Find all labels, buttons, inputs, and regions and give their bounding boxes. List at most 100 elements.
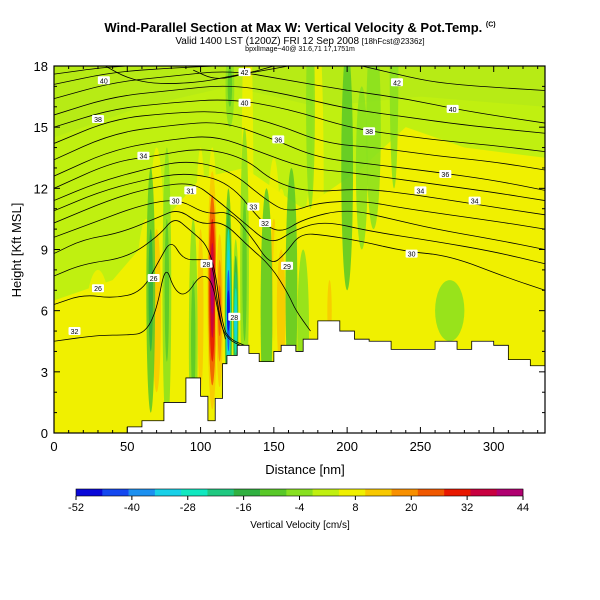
downdraft-cell	[234, 304, 238, 338]
downdraft-cell	[83, 269, 113, 433]
isentrope-line	[54, 111, 545, 171]
isentrope-line	[54, 173, 545, 250]
y-tick-label: 18	[34, 59, 48, 74]
isentrope-label-bg	[68, 327, 81, 336]
isentrope-label-bg	[169, 196, 182, 205]
isentrope-label-bg	[238, 68, 251, 77]
updraft-cell	[276, 249, 286, 372]
isentrope-label-bg	[247, 202, 260, 211]
colorbar-tick-label: 20	[405, 502, 417, 514]
isentrope-label: 32	[71, 329, 79, 336]
colorbar-swatch	[207, 489, 235, 496]
colorbar-swatch	[391, 489, 419, 496]
isentrope-label-bg	[200, 259, 213, 268]
colorbar-swatch	[76, 489, 103, 496]
y-tick-label: 3	[41, 365, 48, 380]
x-tick-label: 100	[190, 439, 212, 454]
colorbar-tick-label: 44	[517, 502, 529, 514]
colorbar-tick-label: -52	[68, 502, 84, 514]
isentrope-line	[54, 161, 545, 230]
isentrope-label-bg	[184, 186, 197, 195]
isentrope-label: 40	[449, 107, 457, 114]
isentrope-label-bg	[137, 151, 150, 160]
x-tick-label: 200	[336, 439, 358, 454]
updraft-cell	[311, 66, 324, 352]
isentrope-label: 34	[471, 199, 479, 206]
isentrope-label: 29	[283, 264, 291, 271]
isentrope-label: 34	[417, 188, 425, 195]
colorbar: -52 -40 -28 -16 -4 8 20 32 44	[68, 488, 529, 514]
chart-subtitle: Valid 1400 LST (1200Z) FRI 12 Sep 2008 […	[175, 36, 425, 47]
upper-layer	[54, 66, 545, 138]
downdraft-cell	[366, 66, 381, 230]
colorbar-swatch	[154, 489, 182, 496]
colorbar-swatch	[181, 489, 208, 496]
colorbar-swatch	[312, 489, 340, 496]
isentrope-label-bg	[228, 312, 241, 321]
updraft-cell	[197, 229, 204, 393]
y-tick-label: 6	[41, 304, 48, 319]
isentrope-label: 36	[441, 172, 449, 179]
isentrope-label: 30	[172, 199, 180, 206]
isentrope-label-bg	[238, 98, 251, 107]
isentrope-label: 40	[241, 101, 249, 108]
colorbar-tick-label: -40	[124, 502, 140, 514]
isentrope-line	[54, 99, 545, 153]
downdraft-cell	[226, 290, 230, 332]
x-tick-label: 250	[410, 439, 432, 454]
y-tick-label: 15	[34, 120, 48, 135]
isentrope-line	[54, 183, 545, 265]
colorbar-swatch	[417, 489, 445, 496]
isentrope-label: 42	[393, 80, 401, 87]
isentrope-line	[54, 271, 245, 348]
updraft-cell	[210, 266, 214, 315]
isentrope-label: 32	[261, 221, 269, 228]
colorbar-swatch	[338, 489, 366, 496]
downdraft-cell	[306, 66, 315, 209]
colorbar-swatch	[233, 489, 261, 496]
isentrope-label: 28	[230, 315, 238, 322]
isentrope-label-bg	[91, 284, 104, 293]
isentrope-label: 30	[408, 252, 416, 259]
isentrope-line	[54, 85, 545, 134]
isentrope-label: 26	[94, 286, 102, 293]
colorbar-swatch	[102, 489, 129, 496]
isentrope-label-bg	[405, 249, 418, 258]
downdraft-cell	[435, 280, 465, 342]
isentrope-label-bg	[390, 78, 403, 87]
x-tick-label: 50	[120, 439, 134, 454]
colorbar-swatch	[496, 489, 524, 496]
colorbar-swatch	[444, 489, 471, 496]
isentrope-line	[54, 220, 245, 346]
isentrope-line	[54, 71, 545, 124]
y-axis-label: Height [Kft MSL]	[9, 203, 24, 298]
isentrope-line	[54, 211, 311, 332]
downdraft-cell	[341, 66, 353, 291]
x-tick-label: 300	[483, 439, 505, 454]
colorbar-tick-label: 32	[461, 502, 473, 514]
colorbar-tick-label: -28	[180, 502, 196, 514]
downdraft-cell	[148, 229, 153, 352]
colorbar-label: Vertical Velocity [cm/s]	[250, 520, 350, 531]
isentrope-label: 34	[140, 154, 148, 161]
y-tick-label: 9	[41, 243, 48, 258]
isentrope-label: 33	[249, 205, 257, 212]
isentrope-label-bg	[363, 127, 376, 136]
isentrope-label-bg	[259, 218, 272, 227]
colorbar-tick-label: 8	[352, 502, 358, 514]
isentrope-label: 40	[100, 78, 108, 85]
isentrope-label-bg	[272, 135, 285, 144]
isentrope-label-bg	[446, 104, 459, 113]
isentrope-line	[54, 149, 545, 216]
updraft-cell	[355, 86, 368, 250]
isentrope-label-bg	[147, 274, 160, 283]
colorbar-swatch	[286, 489, 313, 496]
x-tick-label: 0	[50, 439, 57, 454]
downdraft-cell	[164, 218, 170, 362]
isentrope-label-bg	[97, 76, 110, 85]
chart-location: bpxlImage~40@ 31.6,71 17,1751m	[245, 46, 355, 53]
isentrope-line	[54, 136, 545, 201]
colorbar-swatch	[260, 489, 287, 496]
